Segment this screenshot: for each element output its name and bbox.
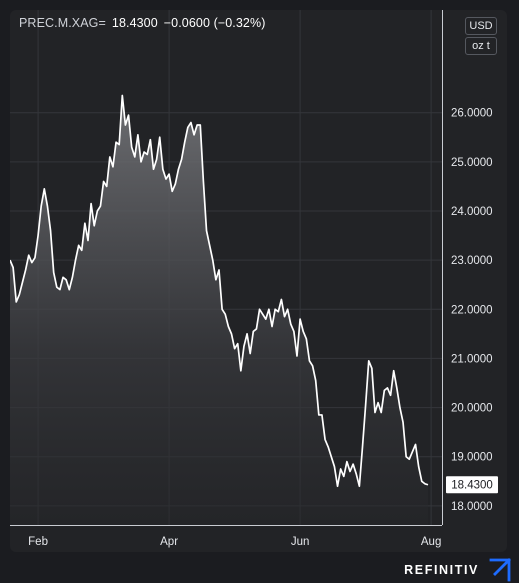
y-tick-label: 19.0000: [451, 452, 493, 464]
y-tick-label: 25.0000: [451, 157, 493, 169]
price-area: [10, 95, 428, 526]
last-price: 18.4300: [111, 16, 158, 30]
last-value-badge: [446, 476, 498, 494]
x-tick-label: Feb: [28, 536, 48, 548]
x-tick-label: Apr: [160, 536, 178, 548]
brand-name: REFINITIV: [404, 563, 479, 577]
y-tick-label: 21.0000: [451, 353, 493, 365]
last-value-label: 18.4300: [451, 480, 493, 492]
price-line: [10, 94, 429, 488]
ticker-symbol: PREC.M.XAG=: [19, 16, 106, 30]
x-tick-label: Jun: [291, 536, 310, 548]
price-chart[interactable]: 26.0000 25.0000 24.0000 23.0000 22.0000 21.00…: [10, 10, 507, 552]
y-tick-label: 22.0000: [451, 304, 493, 316]
y-tick-label: 26.0000: [451, 108, 493, 120]
y-tick-label: 24.0000: [451, 206, 493, 218]
currency-button[interactable]: USD: [465, 17, 497, 35]
x-tick-label: Aug: [421, 536, 441, 548]
y-tick-label: 18.0000: [451, 501, 493, 513]
y-tick-label: 20.0000: [451, 403, 493, 415]
y-tick-label: 23.0000: [451, 255, 493, 267]
brand: REFINITIV: [404, 557, 519, 583]
price-change-percent: (−0.32%): [213, 16, 266, 30]
refinitiv-arrow-icon: [489, 558, 519, 582]
weight-unit-button[interactable]: oz t: [465, 37, 497, 55]
price-change: −0.0600: [163, 16, 211, 30]
chart-panel[interactable]: 26.0000 25.0000 24.0000 23.0000 22.0000 21.00…: [10, 10, 507, 552]
ticker-header: PREC.M.XAG= 18.4300 −0.0600 (−0.32%): [19, 16, 265, 30]
